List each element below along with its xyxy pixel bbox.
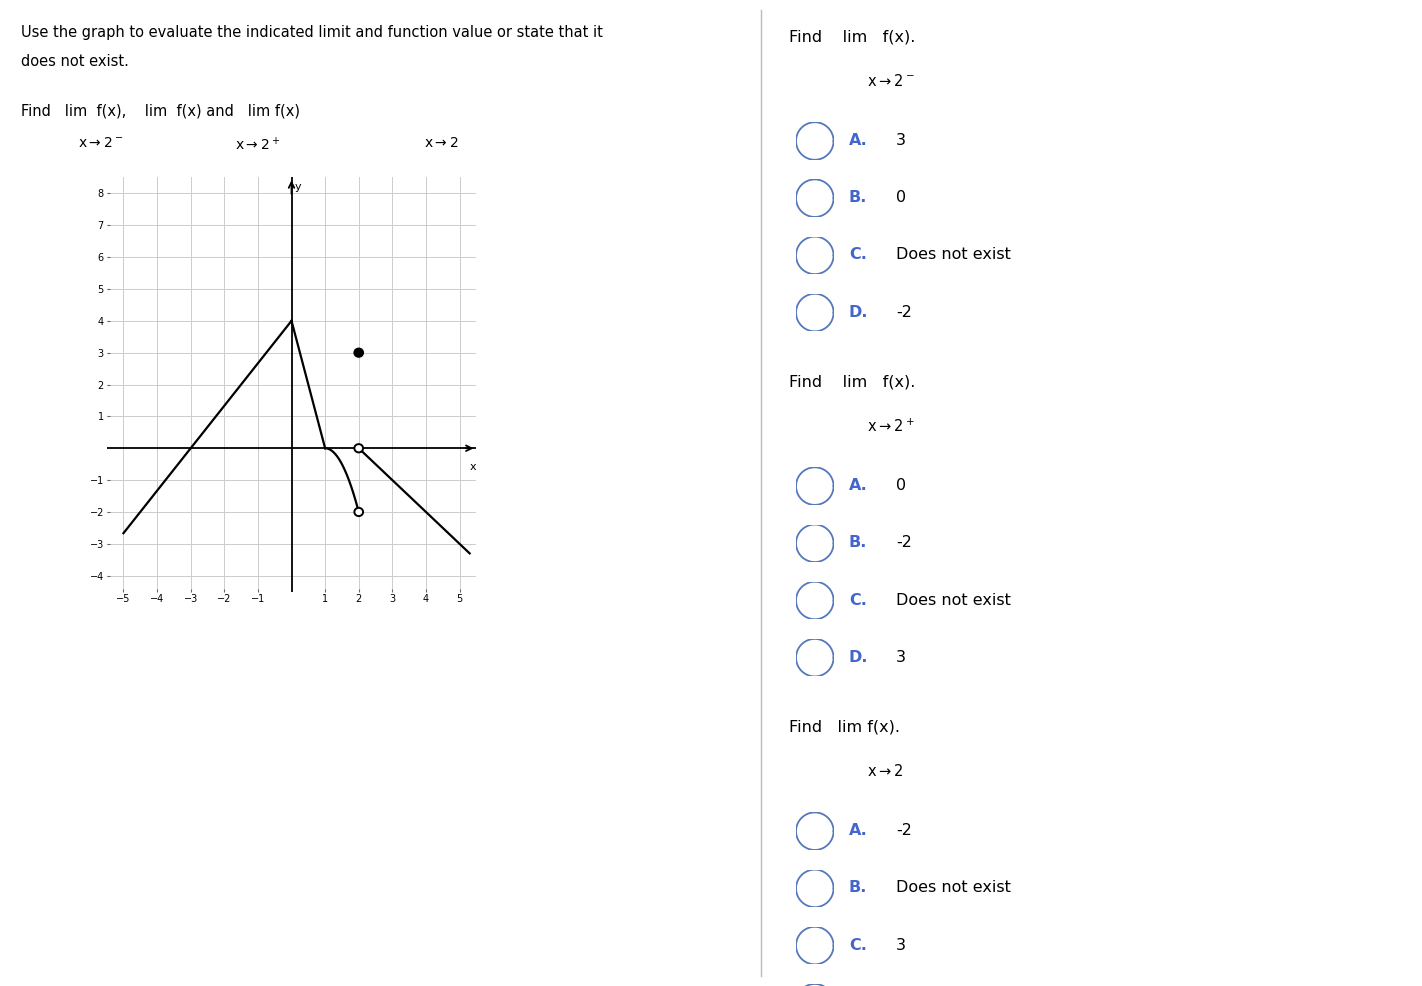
Text: D.: D. [849,650,869,665]
Text: B.: B. [849,880,867,895]
Text: A.: A. [849,478,867,493]
Text: 3: 3 [896,650,906,665]
Text: -2: -2 [896,305,912,319]
Text: Does not exist: Does not exist [896,880,1011,895]
Text: A.: A. [849,823,867,838]
Circle shape [354,508,363,516]
Text: Does not exist: Does not exist [896,593,1011,607]
Text: -2: -2 [896,535,912,550]
Text: -2: -2 [896,823,912,838]
Text: C.: C. [849,247,867,262]
Text: A.: A. [849,133,867,148]
Text: Does not exist: Does not exist [896,247,1011,262]
Text: Use the graph to evaluate the indicated limit and function value or state that i: Use the graph to evaluate the indicated … [21,25,603,39]
Text: y: y [294,182,301,192]
Circle shape [354,348,363,357]
Text: Find   lim f(x).: Find lim f(x). [789,720,900,735]
Text: 3: 3 [896,133,906,148]
Text: x$\rightarrow$2: x$\rightarrow$2 [867,763,904,779]
Text: x$\rightarrow$2: x$\rightarrow$2 [424,136,458,150]
Text: x$\rightarrow$2$^-$: x$\rightarrow$2$^-$ [867,73,914,89]
Text: x: x [469,462,476,472]
Text: 0: 0 [896,190,906,205]
Text: x$\rightarrow$2$^-$: x$\rightarrow$2$^-$ [78,136,124,150]
Text: 0: 0 [896,478,906,493]
Text: Find    lim   f(x).: Find lim f(x). [789,375,916,389]
Text: C.: C. [849,593,867,607]
Text: C.: C. [849,938,867,952]
Text: Find    lim   f(x).: Find lim f(x). [789,30,916,44]
Text: B.: B. [849,535,867,550]
Text: Find   lim  f(x),    lim  f(x) and   lim f(x): Find lim f(x), lim f(x) and lim f(x) [21,104,300,118]
Text: B.: B. [849,190,867,205]
Circle shape [354,444,363,453]
Text: D.: D. [849,305,869,319]
Text: x$\rightarrow$2$^+$: x$\rightarrow$2$^+$ [235,136,280,154]
Text: x$\rightarrow$2$^+$: x$\rightarrow$2$^+$ [867,418,914,436]
Text: 3: 3 [896,938,906,952]
Text: does not exist.: does not exist. [21,54,129,69]
